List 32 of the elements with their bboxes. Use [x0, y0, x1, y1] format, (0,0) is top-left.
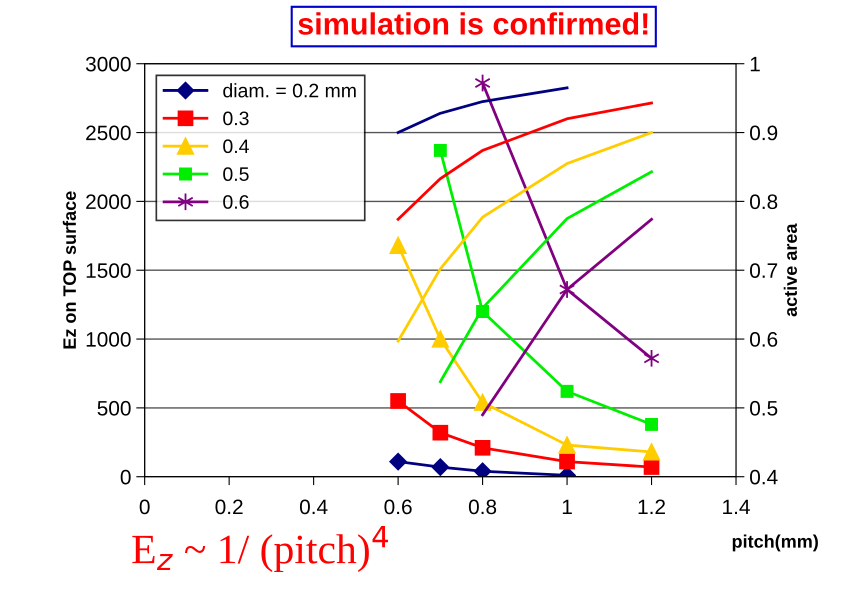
x-tick-label: 1.4	[723, 500, 750, 514]
legend-label: diam. = 0.2 mm	[223, 83, 356, 98]
y-tick-label: 0	[120, 470, 131, 484]
y2-axis-title: active area	[784, 223, 797, 316]
x-tick-label: 1.2	[638, 499, 665, 514]
x-axis-title: pitch(mm)	[732, 534, 818, 552]
y-tick-label: 3000	[86, 56, 131, 72]
y2-tick-label: 1	[750, 56, 760, 72]
legend-label: 0.3	[223, 112, 249, 126]
legend-label: 0.4	[223, 139, 249, 154]
x-tick-label: 0.2	[215, 499, 243, 514]
y2-tick-label: 0.8	[750, 194, 778, 210]
legend-label: 0.6	[223, 195, 249, 209]
y-tick-label: 500	[98, 400, 131, 416]
y2-tick-label: 0.7	[750, 263, 778, 278]
x-tick-label: 0.6	[384, 499, 412, 514]
y2-tick-label: 0.9	[750, 126, 778, 140]
x-tick-label: 0.8	[468, 499, 496, 514]
y-tick-label: 2000	[86, 194, 131, 210]
y-axis-title: Ez on TOP surface	[62, 191, 76, 348]
y-tick-label: 1000	[86, 332, 131, 347]
text: E$_{z}$ ~ 1/ (pitch)$^{4}$	[132, 526, 388, 572]
y-tick-label: 1500	[86, 263, 131, 278]
y2-tick-label: 0.4	[750, 470, 778, 484]
legend-label: 0.5	[223, 167, 249, 181]
y-tick-label: 2500	[86, 126, 131, 140]
x-tick-label: 1	[562, 500, 572, 514]
x-tick-label: 0	[140, 499, 150, 514]
y2-tick-label: 0.6	[750, 332, 778, 347]
x-tick-label: 0.4	[300, 499, 328, 514]
y2-tick-label: 0.5	[750, 400, 778, 416]
chart-title: simulation is confirmed!	[298, 12, 648, 35]
